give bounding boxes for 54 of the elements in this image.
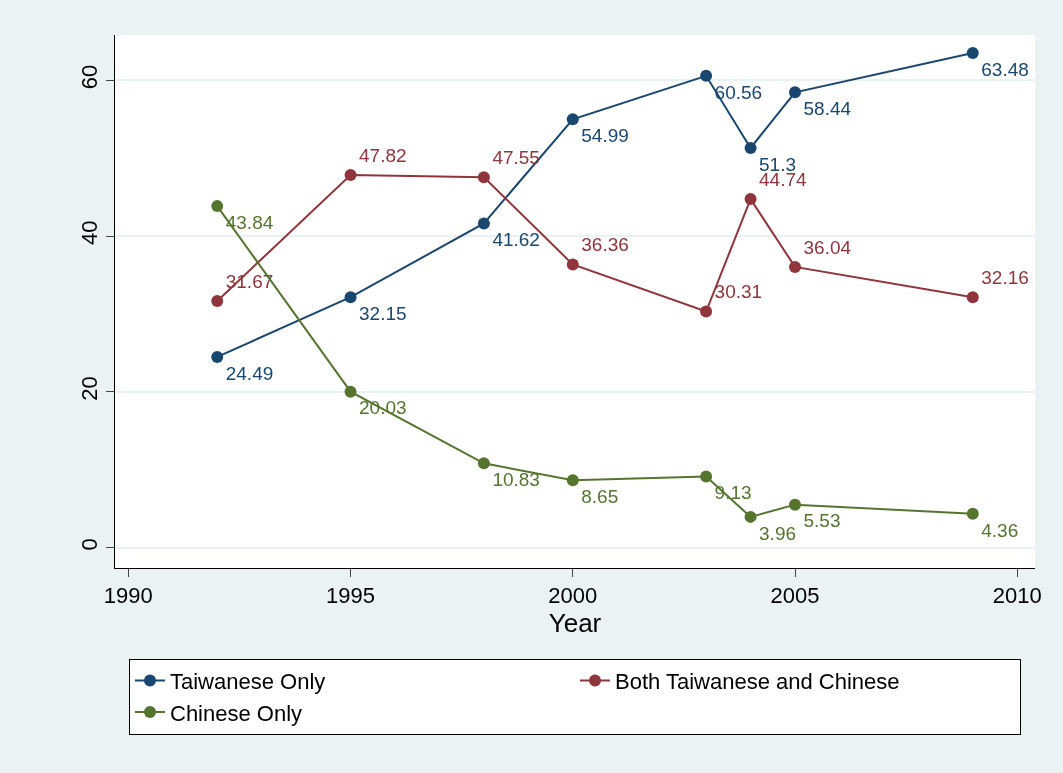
- point: [966, 47, 979, 60]
- point: [477, 217, 490, 230]
- x-tick-label: 1995: [326, 583, 376, 609]
- data-label: 41.62: [492, 229, 540, 251]
- data-label: 47.55: [492, 146, 540, 168]
- y-tick-label: 0: [77, 538, 103, 551]
- x-tick-label: 1990: [103, 583, 153, 609]
- legend-label: Taiwanese Only: [170, 668, 326, 694]
- point: [344, 385, 357, 398]
- data-label: 47.82: [359, 144, 407, 166]
- x-tick-label: 2010: [992, 583, 1042, 609]
- data-label: 24.49: [225, 362, 274, 384]
- data-label: 58.44: [803, 98, 852, 120]
- data-label: 36.04: [803, 236, 852, 258]
- point: [789, 260, 801, 273]
- data-label: 32.16: [981, 266, 1029, 288]
- point: [700, 69, 713, 82]
- point: [566, 258, 579, 271]
- point: [700, 470, 713, 483]
- data-label: 3.96: [759, 522, 797, 544]
- point: [744, 510, 757, 523]
- point: [344, 291, 357, 304]
- point: [211, 200, 224, 213]
- point: [344, 169, 357, 182]
- point: [700, 305, 713, 318]
- point: [744, 193, 757, 206]
- data-label: 10.83: [492, 469, 540, 491]
- data-label: 4.36: [981, 519, 1019, 541]
- point: [477, 457, 490, 470]
- x-axis-title: Year: [548, 608, 602, 639]
- point: [211, 294, 224, 307]
- data-label: 5.53: [803, 510, 841, 532]
- point: [966, 291, 979, 304]
- data-label: 8.65: [581, 486, 619, 508]
- point: [789, 498, 801, 511]
- y-tick-label: 20: [77, 376, 103, 401]
- data-label: 36.36: [581, 234, 629, 256]
- x-tick-label: 2005: [770, 583, 820, 609]
- legend-label: Chinese Only: [170, 700, 303, 726]
- data-label: 54.99: [581, 124, 629, 146]
- data-label: 32.15: [359, 302, 407, 324]
- point: [211, 350, 224, 363]
- data-label: 30.31: [714, 281, 763, 303]
- point: [744, 141, 757, 154]
- point: [966, 507, 979, 520]
- point: [566, 474, 579, 487]
- y-tick-label: 40: [77, 220, 103, 245]
- legend-label: Both Taiwanese and Chinese: [615, 668, 900, 694]
- point: [789, 86, 801, 99]
- x-tick-label: 2000: [548, 583, 598, 609]
- point: [477, 171, 490, 184]
- point: [566, 113, 579, 126]
- y-tick-label: 60: [77, 64, 103, 90]
- data-label: 63.48: [981, 58, 1029, 80]
